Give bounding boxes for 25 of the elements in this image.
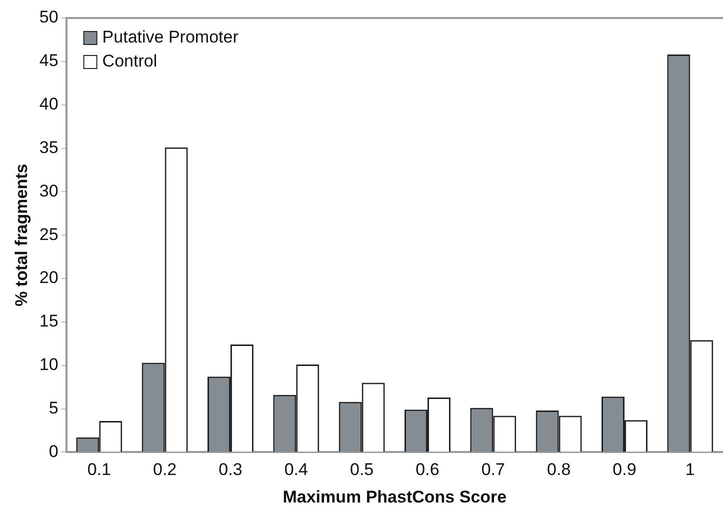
x-tick-label: 1 (685, 460, 695, 480)
x-tick-label: 0.5 (350, 460, 374, 480)
x-tick-label: 0.6 (416, 460, 440, 480)
y-axis-title: % total fragments (12, 164, 31, 306)
y-tick-label: 35 (39, 138, 58, 157)
y-tick-label: 20 (39, 268, 58, 288)
y-tick-label: 30 (39, 181, 58, 200)
y-tick-label: 0 (48, 442, 58, 461)
legend-label: Putative Promoter (102, 28, 239, 47)
legend-label: Control (102, 52, 158, 71)
x-tick-label: 0.8 (547, 460, 571, 480)
y-tick-label: 5 (48, 398, 58, 418)
y-tick-label: 15 (39, 312, 58, 331)
y-tick-label: 50 (39, 8, 58, 27)
x-tick-label: 0.3 (218, 460, 242, 480)
y-tick-label: 10 (39, 355, 58, 374)
x-tick-label: 0.2 (152, 460, 177, 480)
x-tick-label: 0.7 (481, 460, 505, 480)
x-tick-label: 0.4 (284, 460, 308, 480)
y-tick-label: 40 (39, 94, 58, 114)
x-axis-title: Maximum PhastCons Score (282, 487, 507, 506)
y-tick-label: 25 (39, 224, 58, 244)
x-tick-label: 0.1 (87, 460, 111, 480)
x-tick-label: 0.9 (612, 460, 636, 480)
y-tick-label: 45 (39, 51, 58, 70)
